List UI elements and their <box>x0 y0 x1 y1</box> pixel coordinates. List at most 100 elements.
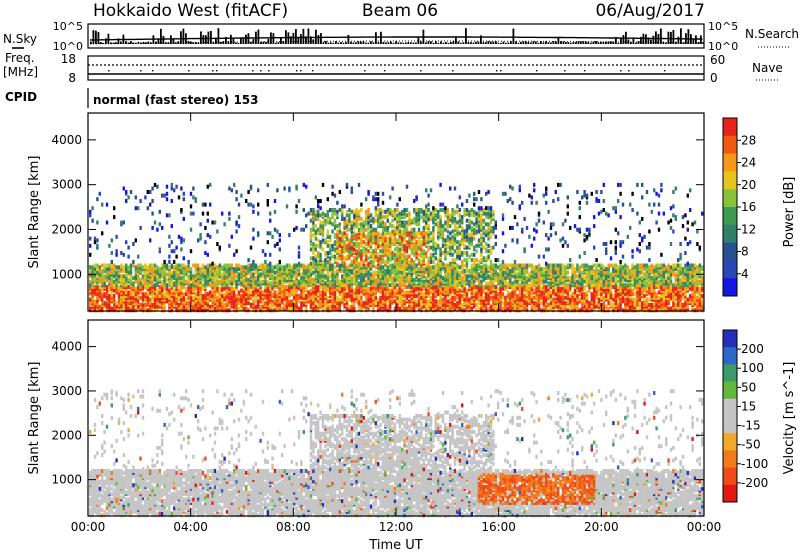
heatmap-cell <box>406 255 408 259</box>
heatmap-cell <box>358 247 360 251</box>
heatmap-cell <box>257 299 259 303</box>
heatmap-cell <box>223 308 225 312</box>
heatmap-cell <box>204 203 206 207</box>
heatmap-cell <box>365 298 367 302</box>
heatmap-cell <box>192 187 194 191</box>
heatmap-cell <box>118 265 120 269</box>
heatmap-cell <box>219 280 221 284</box>
heatmap-cell <box>459 213 461 217</box>
heatmap-cell <box>115 308 117 312</box>
heatmap-cell <box>427 246 429 250</box>
heatmap-cell <box>293 290 295 294</box>
heatmap-cell <box>406 285 408 289</box>
heatmap-cell <box>391 256 393 260</box>
heatmap-cell <box>161 280 163 284</box>
heatmap-cell <box>312 278 314 282</box>
heatmap-cell <box>221 212 223 216</box>
heatmap-cell <box>442 233 444 237</box>
heatmap-cell <box>375 192 377 196</box>
noise-sky-bar <box>565 42 567 44</box>
heatmap-cell <box>96 197 98 201</box>
heatmap-cell <box>204 274 206 278</box>
heatmap-cell <box>118 289 120 293</box>
heatmap-cell <box>298 251 300 255</box>
heatmap-cell <box>423 219 425 223</box>
noise-sky-bar <box>380 32 382 44</box>
heatmap-cell <box>420 290 422 294</box>
heatmap-cell <box>315 258 317 262</box>
heatmap-cell <box>483 237 485 241</box>
heatmap-cell <box>94 264 96 268</box>
heatmap-cell <box>190 212 192 216</box>
heatmap-cell <box>327 217 329 221</box>
heatmap-cell <box>432 253 434 257</box>
heatmap-cell <box>166 294 168 298</box>
heatmap-cell <box>353 256 355 260</box>
heatmap-cell <box>144 307 146 311</box>
heatmap-cell <box>312 262 314 266</box>
heatmap-cell <box>101 294 103 298</box>
heatmap-cell <box>466 199 468 203</box>
heatmap-cell <box>487 212 489 216</box>
heatmap-cell <box>238 264 240 268</box>
heatmap-cell <box>267 240 269 244</box>
heatmap-cell <box>396 265 398 269</box>
heatmap-cell <box>233 278 235 282</box>
heatmap-cell <box>101 231 103 235</box>
heatmap-cell <box>319 199 321 203</box>
nave-tick-bottom: 0 <box>710 71 718 85</box>
heatmap-cell <box>423 215 425 219</box>
heatmap-cell <box>363 274 365 278</box>
heatmap-cell <box>468 194 470 198</box>
heatmap-cell <box>408 244 410 248</box>
heatmap-cell <box>363 228 365 232</box>
heatmap-cell <box>271 274 273 278</box>
noise-sky-bar <box>410 42 412 44</box>
heatmap-cell <box>243 281 245 285</box>
heatmap-cell <box>197 280 199 284</box>
heatmap-cell <box>423 267 425 271</box>
heatmap-cell <box>387 290 389 294</box>
heatmap-cell <box>149 301 151 305</box>
freq-dot <box>584 70 585 71</box>
heatmap-cell <box>423 255 425 259</box>
heatmap-cell <box>279 298 281 302</box>
heatmap-cell <box>238 215 240 219</box>
heatmap-cell <box>319 256 321 260</box>
heatmap-cell <box>317 274 319 278</box>
heatmap-cell <box>483 307 485 311</box>
freq-label-line2: [MHz] <box>3 65 38 79</box>
heatmap-cell <box>111 283 113 287</box>
heatmap-cell <box>435 267 437 271</box>
heatmap-cell <box>415 283 417 287</box>
heatmap-cell <box>447 273 449 277</box>
heatmap-cell <box>312 256 314 260</box>
heatmap-cell <box>375 219 377 223</box>
cpid-label: CPID <box>5 90 37 104</box>
heatmap-cell <box>461 226 463 230</box>
heatmap-cell <box>317 217 319 221</box>
heatmap-cell <box>207 267 209 271</box>
heatmap-cell <box>384 278 386 282</box>
heatmap-cell <box>327 244 329 248</box>
heatmap-cell <box>336 224 338 228</box>
heatmap-cell <box>456 283 458 287</box>
heatmap-cell <box>389 303 391 307</box>
heatmap-cell <box>449 262 451 266</box>
heatmap-cell <box>468 233 470 237</box>
noise-sky-bar <box>273 33 275 44</box>
heatmap-cell <box>142 274 144 278</box>
heatmap-cell <box>358 281 360 285</box>
heatmap-cell <box>113 294 115 298</box>
heatmap-cell <box>382 221 384 225</box>
heatmap-cell <box>94 305 96 309</box>
heatmap-cell <box>334 280 336 284</box>
heatmap-cell <box>418 240 420 244</box>
heatmap-cell <box>334 247 336 251</box>
heatmap-cell <box>286 204 288 208</box>
heatmap-cell <box>235 273 237 277</box>
noise-sky-bar <box>355 42 357 44</box>
heatmap-cell <box>324 281 326 285</box>
heatmap-cell <box>370 230 372 234</box>
heatmap-cell <box>346 213 348 217</box>
